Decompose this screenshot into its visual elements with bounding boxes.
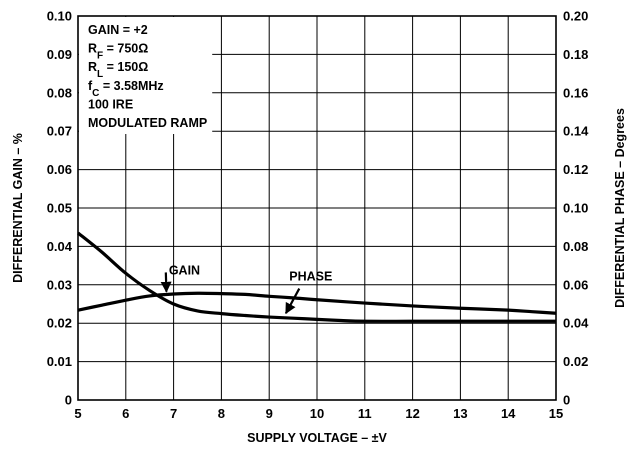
condition-line: GAIN = +2: [88, 23, 148, 37]
condition-line: RF = 750Ω: [88, 42, 148, 62]
y-left-tick-label: 0.01: [47, 354, 72, 369]
plot-frame: [77, 15, 557, 401]
x-tick-label: 12: [405, 406, 419, 421]
y-right-tick-label: 0.16: [563, 85, 588, 100]
series-label-phase: PHASE: [289, 270, 332, 284]
y-left-tick-label: 0: [65, 393, 72, 408]
y-left-tick-label: 0.07: [47, 124, 72, 139]
y-right-tick-label: 0.18: [563, 47, 588, 62]
y-left-tick-label: 0.10: [47, 9, 72, 24]
conditions-box: [79, 17, 213, 134]
y-left-tick-label: 0.05: [47, 201, 72, 216]
x-tick-label: 10: [310, 406, 324, 421]
x-tick-label: 14: [501, 406, 516, 421]
y-right-tick-label: 0.06: [563, 277, 588, 292]
x-tick-label: 7: [170, 406, 177, 421]
x-tick-label: 13: [453, 406, 467, 421]
x-tick-label: 6: [122, 406, 129, 421]
y-left-tick-label: 0.03: [47, 277, 72, 292]
x-tick-label: 5: [74, 406, 81, 421]
y-left-tick-label: 0.02: [47, 316, 72, 331]
y-right-tick-label: 0.10: [563, 201, 588, 216]
series-label-gain: GAIN: [169, 263, 200, 277]
tick-labels: 5 6 7 8 9 10 11 12 13 14 1500.010.020.030.040.050.…: [47, 9, 589, 422]
series-line-phase: [77, 291, 557, 315]
y-right-tick-label: 0.04: [563, 316, 589, 331]
y-right-tick-label: 0.12: [563, 162, 588, 177]
condition-line: fC = 3.58MHz: [88, 79, 164, 99]
x-axis-label: SUPPLY VOLTAGE – ±V: [247, 431, 387, 445]
condition-line: 100 IRE: [88, 97, 133, 111]
condition-line: RL = 150Ω: [88, 60, 148, 80]
y-right-tick-label: 0.08: [563, 239, 588, 254]
series-label-arrow: [284, 288, 301, 315]
y-left-tick-label: 0.04: [47, 239, 73, 254]
y-right-tick-label: 0.02: [563, 354, 588, 369]
y-right-tick-label: 0: [563, 393, 570, 408]
series-line-gain: [76, 231, 556, 323]
chart-grid: [78, 16, 556, 400]
y-left-tick-label: 0.08: [47, 85, 72, 100]
y-left-tick-label: 0.09: [47, 47, 72, 62]
x-tick-label: 8: [218, 406, 225, 421]
y-axis-left-label: DIFFERENTIAL GAIN – %: [11, 133, 25, 283]
y-right-tick-label: 0.20: [563, 9, 588, 24]
y-left-tick-label: 0.06: [47, 162, 72, 177]
series-label-arrow: [160, 272, 172, 293]
x-tick-label: 9: [266, 406, 273, 421]
chart-series: [76, 231, 557, 323]
condition-line: MODULATED RAMP: [88, 116, 207, 130]
x-tick-label: 11: [358, 406, 372, 421]
y-axis-right-label: DIFFERENTIAL PHASE – Degrees: [613, 108, 627, 308]
series-label-arrows: GAIN PHASE: [160, 263, 332, 315]
y-right-tick-label: 0.14: [563, 124, 589, 139]
x-tick-label: 15: [549, 406, 563, 421]
